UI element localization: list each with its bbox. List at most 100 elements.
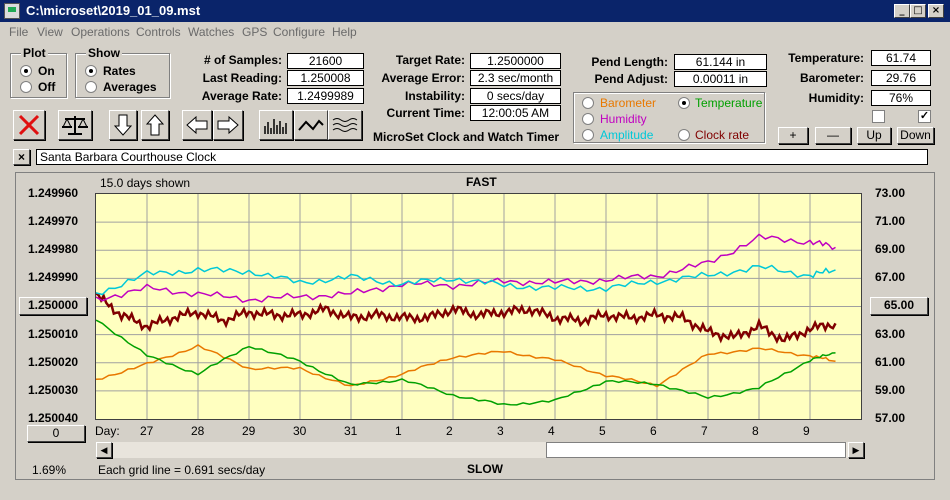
show-group: Show Rates Averages — [75, 46, 170, 98]
scroll-right-button[interactable]: ▶ — [848, 442, 864, 458]
arrow-left-button[interactable] — [182, 110, 212, 140]
chart-panel: 15.0 days shown FAST 1.250000 65.00 0 Da… — [15, 172, 935, 480]
balance-button[interactable] — [58, 110, 92, 140]
current-time-value: 12:00:05 AM — [470, 105, 561, 121]
line-graph-icon — [298, 119, 324, 131]
temp-center-button[interactable]: 65.00 — [870, 297, 928, 315]
arrow-up-button[interactable] — [141, 110, 169, 140]
x-tick-label: 1 — [395, 424, 402, 438]
temperature-value: 61.74 — [871, 50, 931, 66]
plot-on-radio[interactable] — [20, 65, 32, 77]
arrow-right-button[interactable] — [213, 110, 243, 140]
app-caption: MicroSet Clock and Watch Timer — [373, 130, 560, 144]
left-tick-label: 1.250010 — [28, 326, 79, 341]
left-tick-label: 1.249960 — [28, 186, 79, 200]
instability-value: 0 secs/day — [470, 88, 561, 104]
x-tick-label: 4 — [548, 424, 555, 438]
series-line-clock-rate — [95, 292, 837, 345]
overlay-amplitude-radio[interactable] — [582, 129, 594, 141]
rate-center-button[interactable]: 1.250000 — [19, 297, 87, 315]
bars-view-button[interactable] — [259, 110, 293, 140]
app-icon[interactable] — [4, 3, 20, 19]
x-tick-label: 28 — [191, 424, 205, 438]
show-averages-radio[interactable] — [85, 81, 97, 93]
arrow-down-icon — [113, 114, 133, 136]
clear-name-button[interactable]: × — [13, 149, 30, 165]
barometer-value: 29.76 — [871, 70, 931, 86]
x-tick-label: 31 — [344, 424, 358, 438]
show-group-title: Show — [86, 46, 122, 60]
menu-configure[interactable]: Configure — [273, 25, 326, 39]
plot-off-radio[interactable] — [20, 81, 32, 93]
menu-help[interactable]: Help — [332, 25, 357, 39]
barometer-label: Barometer: — [799, 71, 864, 85]
menu-operations[interactable]: Operations — [71, 25, 130, 39]
line-view-button[interactable] — [294, 110, 328, 140]
left-tick-label: 1.250040 — [28, 411, 79, 425]
plot-on-label: On — [38, 64, 55, 78]
show-averages-label: Averages — [103, 80, 157, 94]
plot-svg — [95, 194, 861, 419]
overlay-clock-rate-radio[interactable] — [678, 129, 690, 141]
minus-button[interactable]: — — [815, 127, 851, 144]
menu-gps[interactable]: GPS — [242, 25, 268, 39]
down-button[interactable]: Down — [897, 127, 934, 144]
right-tick-label: 59.00 — [875, 382, 906, 397]
x-tick-label: 30 — [293, 424, 307, 438]
scroll-left-button[interactable]: ◀ — [96, 442, 112, 458]
average-error-label: Average Error: — [381, 71, 465, 85]
current-time-label: Current Time: — [386, 106, 465, 120]
menu-controls[interactable]: Controls — [136, 25, 181, 39]
minimize-button[interactable]: _ — [894, 4, 910, 18]
scroll-thumb[interactable] — [546, 442, 846, 458]
horizontal-scrollbar[interactable]: ◀ ▶ — [96, 442, 864, 458]
arrow-up-icon — [145, 114, 165, 136]
humidity-label: Humidity: — [808, 91, 864, 105]
day-label: Day: — [95, 424, 120, 438]
close-window-button[interactable]: × — [928, 4, 944, 18]
show-rates-radio[interactable] — [85, 65, 97, 77]
menu-view[interactable]: View — [37, 25, 63, 39]
right-tick-label: 57.00 — [875, 411, 906, 425]
left-tick-label: 1.249980 — [28, 242, 79, 257]
window-title: C:\microset\2019_01_09.mst — [26, 3, 201, 18]
up-button[interactable]: Up — [857, 127, 891, 144]
overlay-barometer-label: Barometer — [600, 96, 657, 110]
overlay-temperature-radio[interactable] — [678, 97, 690, 109]
maximize-button[interactable]: □ — [910, 4, 926, 18]
plot-off-label: Off — [38, 80, 56, 94]
arrow-left-icon — [186, 115, 208, 135]
series-line-barometer — [95, 343, 836, 388]
plus-button[interactable]: + — [778, 127, 808, 144]
clock-name-input[interactable]: Santa Barbara Courthouse Clock — [36, 149, 928, 165]
offset-button[interactable]: 0 — [27, 425, 85, 442]
plot-group: Plot On Off — [10, 46, 67, 98]
checkbox-1[interactable] — [872, 110, 885, 123]
menu-file[interactable]: File — [9, 25, 29, 39]
plot-area[interactable] — [95, 193, 862, 420]
stop-button[interactable] — [13, 110, 45, 140]
bar-graph-icon — [264, 119, 287, 134]
menu-watches[interactable]: Watches — [188, 25, 235, 39]
days-shown-label: 15.0 days shown — [100, 176, 191, 190]
right-tick-label: 61.00 — [875, 354, 906, 369]
arrow-down-button[interactable] — [109, 110, 137, 140]
overlay-barometer-radio[interactable] — [582, 97, 594, 109]
instability-label: Instability: — [404, 89, 465, 103]
x-tick-label: 7 — [701, 424, 708, 438]
left-tick-label: 1.249970 — [28, 214, 79, 229]
overlay-humidity-radio[interactable] — [582, 113, 594, 125]
balance-scale-icon — [62, 116, 88, 135]
series-line-humidity — [95, 233, 836, 304]
checkbox-2[interactable]: ✓ — [918, 110, 931, 123]
wave-view-button[interactable] — [328, 110, 362, 140]
target-rate-value: 1.2500000 — [470, 53, 561, 69]
right-tick-label: 63.00 — [875, 326, 906, 341]
average-error-value: 2.3 sec/month — [470, 70, 561, 86]
pend-length-value: 61.144 in — [674, 54, 767, 70]
samples-value: 21600 — [287, 53, 364, 69]
x-tick-label: 2 — [446, 424, 453, 438]
x-tick-label: 8 — [752, 424, 759, 438]
pend-adjust-label: Pend Adjust: — [594, 72, 668, 86]
percent-readout: 1.69% — [32, 463, 67, 477]
